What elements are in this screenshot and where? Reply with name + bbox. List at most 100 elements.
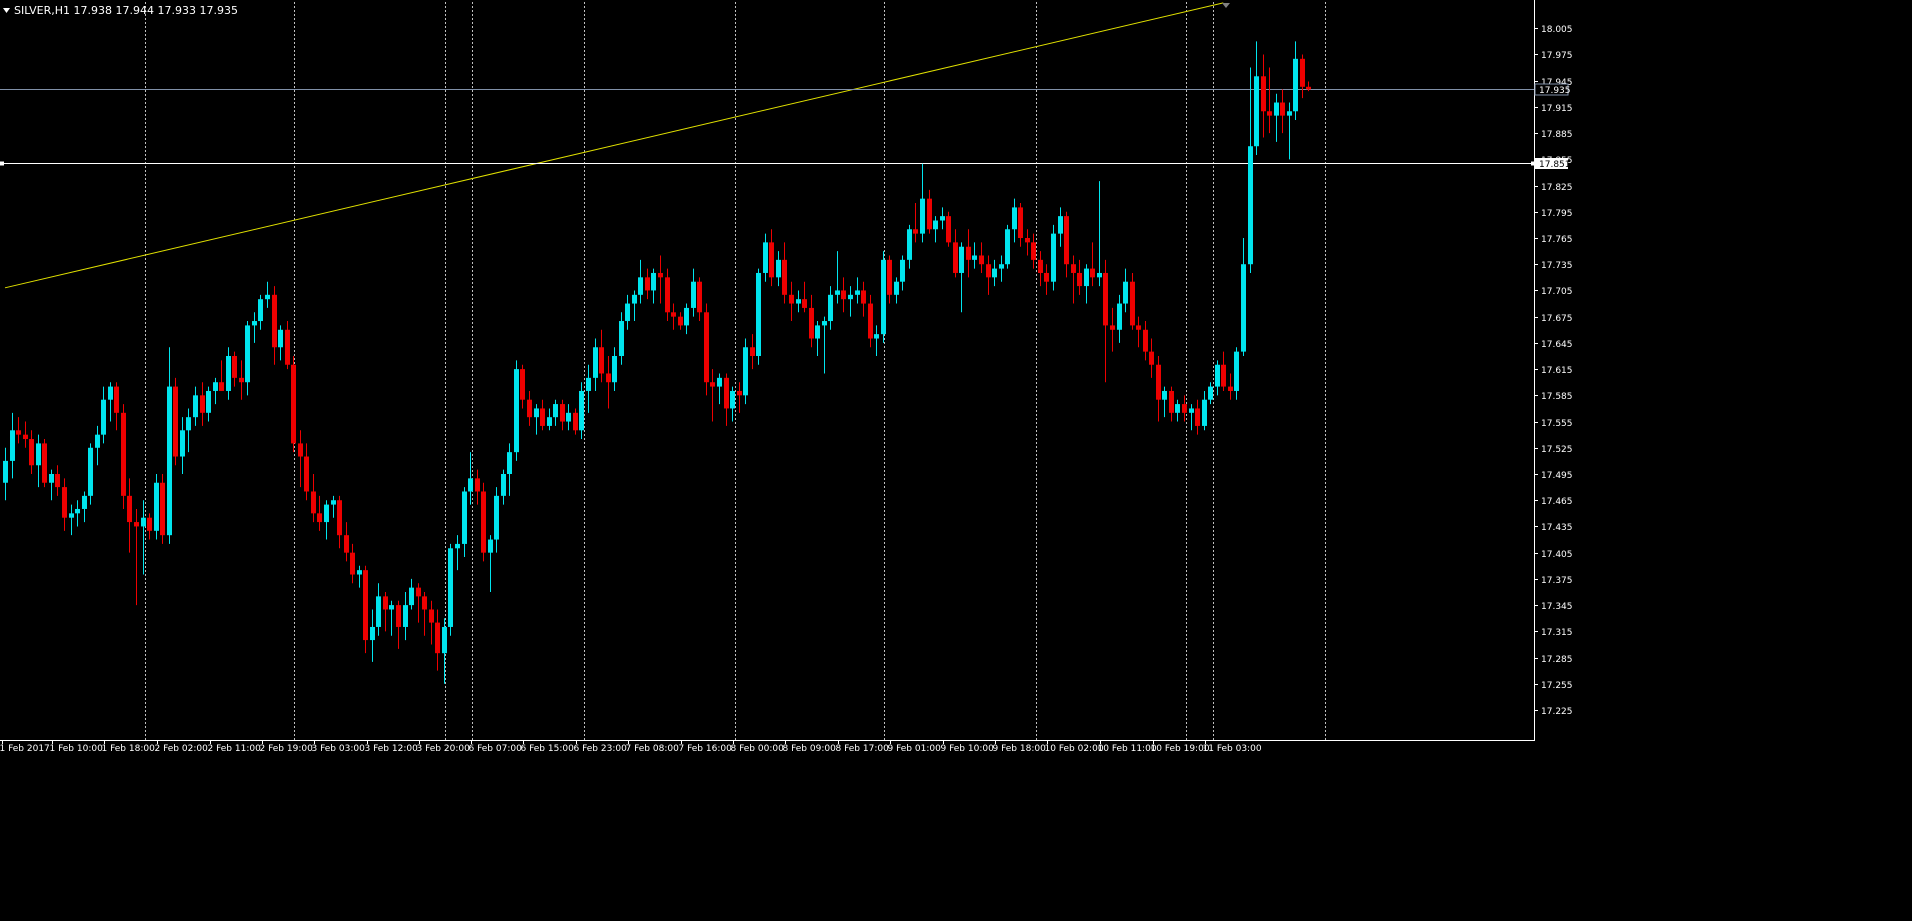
candle-body	[671, 312, 676, 317]
candle	[206, 386, 211, 422]
candle-body	[121, 412, 126, 496]
candle	[3, 447, 8, 501]
candle-body	[265, 294, 270, 300]
candle	[972, 242, 977, 269]
candles	[3, 41, 1311, 684]
symbol-dropdown-icon[interactable]	[3, 8, 10, 13]
candle	[789, 281, 794, 322]
time-tick-label: 8 Feb 17:00	[836, 744, 890, 754]
level-line-handle[interactable]	[0, 161, 4, 166]
level-price-label: 17.851	[1539, 160, 1571, 170]
price-tick-label: 17.705	[1541, 287, 1573, 297]
candle	[357, 565, 362, 588]
candle	[49, 469, 54, 501]
candle-body	[344, 535, 349, 553]
candle	[1248, 67, 1253, 273]
candle-body	[959, 246, 964, 273]
candle-body	[481, 491, 486, 553]
candle	[1228, 373, 1233, 400]
candle-body	[311, 491, 316, 514]
candle	[114, 382, 119, 431]
candle	[1254, 41, 1259, 155]
candle	[1208, 382, 1213, 405]
candle-body	[1103, 272, 1108, 326]
candle	[717, 373, 722, 405]
candle-body	[782, 259, 787, 295]
trendline[interactable]	[4, 2, 1224, 289]
candle-body	[1215, 364, 1220, 387]
candle	[1182, 395, 1187, 422]
candle-body	[226, 356, 231, 391]
candle	[1202, 390, 1207, 431]
price-tick-label: 17.765	[1541, 235, 1573, 245]
candle-body	[979, 255, 984, 265]
candle-body	[547, 417, 552, 426]
candle-body	[160, 482, 165, 536]
candle-body	[861, 290, 866, 304]
candle	[946, 211, 951, 247]
candle-body	[186, 417, 191, 431]
candle-body	[200, 395, 205, 413]
candle	[376, 583, 381, 636]
time-tick-label: 8 Feb 00:00	[731, 744, 785, 754]
candle-body	[69, 513, 74, 518]
candle	[606, 356, 611, 409]
price-tick-label: 17.945	[1541, 78, 1573, 88]
time-tick-label: 2 Feb 11:00	[208, 744, 262, 754]
candle	[1123, 268, 1128, 313]
candle-body	[717, 377, 722, 387]
candle-body	[920, 198, 925, 234]
chart-shift-marker[interactable]	[1222, 3, 1230, 8]
candle	[658, 255, 663, 304]
candle-body	[62, 487, 67, 518]
candle-body	[704, 312, 709, 383]
candle-body	[1097, 272, 1102, 278]
candle	[108, 382, 113, 422]
candle	[29, 430, 34, 474]
candle	[769, 229, 774, 287]
candle	[999, 255, 1004, 282]
bid-price-label: 17.935	[1539, 86, 1571, 96]
candle-body	[147, 517, 152, 531]
candle	[1117, 294, 1122, 343]
candle-body	[219, 382, 224, 391]
candle-body	[1005, 229, 1010, 265]
candle	[213, 377, 218, 405]
candle-body	[658, 272, 663, 278]
candle	[638, 259, 643, 304]
candle-body	[894, 281, 899, 295]
candle-body	[1090, 268, 1095, 278]
candle-body	[337, 500, 342, 536]
candle	[750, 334, 755, 370]
candle	[573, 408, 578, 435]
candle-body	[789, 294, 794, 304]
candle-body	[730, 390, 735, 409]
candle	[612, 347, 617, 391]
candle	[435, 609, 440, 671]
candle	[147, 513, 152, 540]
candle	[776, 251, 781, 287]
candle-body	[1254, 76, 1259, 147]
candle	[42, 439, 47, 488]
candle-body	[1261, 76, 1266, 112]
level-line-handle[interactable]	[1531, 161, 1535, 166]
candle	[363, 565, 368, 654]
candle	[1031, 233, 1036, 269]
candle-body	[520, 369, 525, 400]
candle-body	[1274, 102, 1279, 116]
candle	[1280, 89, 1285, 134]
candle	[1306, 81, 1311, 92]
time-tick-label: 2 Feb 02:00	[155, 744, 209, 754]
time-tick-label: 1 Feb 2017	[0, 744, 50, 754]
candle-body	[55, 474, 60, 488]
candle	[501, 469, 506, 505]
candle-body	[1149, 351, 1154, 365]
candle-body	[232, 356, 237, 378]
candle	[815, 321, 820, 356]
candle-body	[383, 596, 388, 610]
chart-header: SILVER,H1 17.938 17.944 17.933 17.935	[3, 4, 238, 17]
candle-body	[258, 299, 263, 322]
candle	[1084, 264, 1089, 304]
